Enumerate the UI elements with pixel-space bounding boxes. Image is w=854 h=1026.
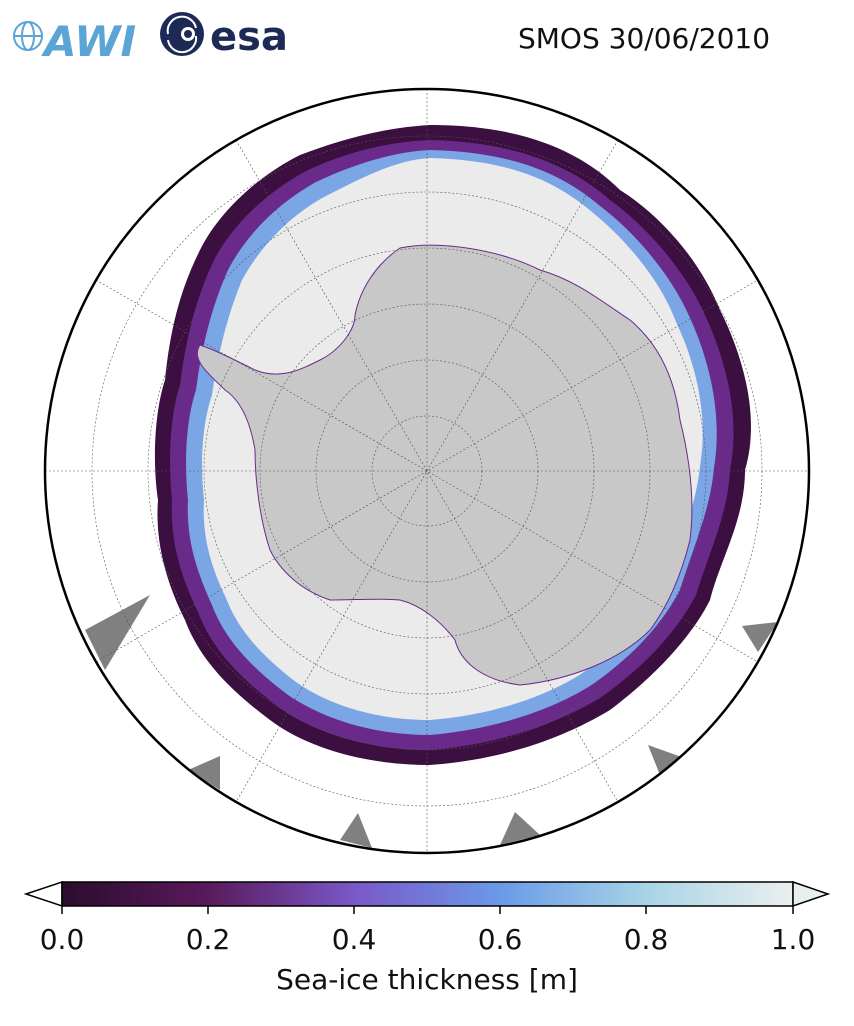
esa-emblem-icon [160,12,204,56]
colorbar [23,880,831,914]
colorbar-ticks [61,906,794,914]
colorbar-tick-label: 0.0 [39,923,85,956]
missing-data-patch [188,756,220,790]
awi-logo: AWI [13,17,136,60]
sea-ice-map [43,87,811,855]
colorbar-tick-label: 0.8 [623,923,669,956]
esa-logo: esa [160,12,288,60]
colorbar-tick-label: 0.2 [185,923,231,956]
missing-data-patch [85,595,150,670]
colorbar-extend-low [23,880,63,908]
colorbar-tick-label: 0.6 [477,923,523,956]
colorbar-gradient [61,881,794,907]
colorbar-label: Sea-ice thickness [m] [276,963,578,996]
map-title: SMOS 30/06/2010 [518,22,771,55]
antarctica-land [196,244,693,686]
colorbar-tick-label: 1.0 [770,923,816,956]
graticule [45,89,809,853]
map-boundary [43,87,811,855]
missing-data-patch [500,812,540,845]
colorbar-tick-label: 0.4 [331,923,377,956]
missing-data-patch [742,622,778,652]
esa-logo-text: esa [210,14,288,60]
missing-data-patch [648,745,690,775]
missing-data-patch [340,813,372,848]
globe-icon [13,21,43,51]
awi-logo-text: AWI [41,17,136,60]
colorbar-extend-high [792,880,831,908]
